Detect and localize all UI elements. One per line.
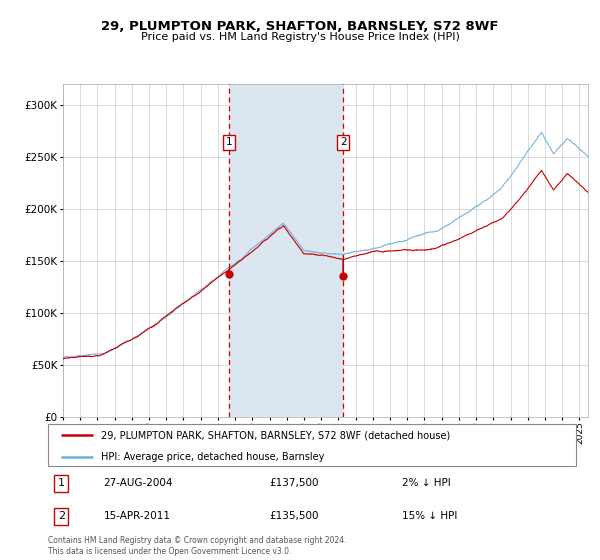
Text: 1: 1 [226, 137, 232, 147]
Text: Contains HM Land Registry data © Crown copyright and database right 2024.
This d: Contains HM Land Registry data © Crown c… [48, 536, 347, 556]
Text: Price paid vs. HM Land Registry's House Price Index (HPI): Price paid vs. HM Land Registry's House … [140, 32, 460, 42]
Text: 2: 2 [340, 137, 347, 147]
Text: £135,500: £135,500 [270, 511, 319, 521]
Text: 27-AUG-2004: 27-AUG-2004 [103, 478, 173, 488]
Text: £137,500: £137,500 [270, 478, 319, 488]
Text: 2: 2 [58, 511, 65, 521]
FancyBboxPatch shape [48, 424, 576, 466]
Text: 2% ↓ HPI: 2% ↓ HPI [402, 478, 451, 488]
Text: 29, PLUMPTON PARK, SHAFTON, BARNSLEY, S72 8WF: 29, PLUMPTON PARK, SHAFTON, BARNSLEY, S7… [101, 20, 499, 32]
Text: 15% ↓ HPI: 15% ↓ HPI [402, 511, 457, 521]
Bar [229, 84, 343, 417]
Text: 29, PLUMPTON PARK, SHAFTON, BARNSLEY, S72 8WF (detached house): 29, PLUMPTON PARK, SHAFTON, BARNSLEY, S7… [101, 430, 450, 440]
Text: 1: 1 [58, 478, 65, 488]
Text: 15-APR-2011: 15-APR-2011 [103, 511, 170, 521]
Text: HPI: Average price, detached house, Barnsley: HPI: Average price, detached house, Barn… [101, 452, 324, 461]
